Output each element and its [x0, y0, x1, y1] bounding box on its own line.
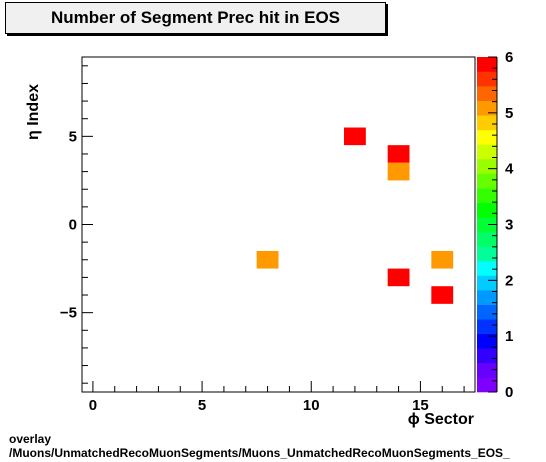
palette-swatch [477, 115, 497, 131]
palette-swatch [477, 231, 497, 247]
x-tick-label: 5 [198, 397, 206, 414]
palette-tick-label: 3 [505, 217, 513, 234]
palette-swatch [477, 333, 497, 349]
palette-swatch [477, 86, 497, 101]
palette-swatch [477, 290, 497, 305]
y-axis-label: η Index [25, 84, 42, 140]
heatmap-cells [256, 127, 454, 304]
palette-swatch [477, 362, 497, 378]
palette-swatch [477, 129, 497, 145]
axes: 0 5 10 15 −5 0 5 [60, 65, 465, 414]
title-box: Number of Segment Prec hit in EOS [5, 2, 386, 34]
heatmap-cell-2 [387, 162, 410, 181]
y-tick-label: 5 [69, 128, 77, 145]
palette-swatch [477, 158, 497, 174]
palette-swatch [477, 275, 497, 291]
palette-tick-label: 4 [505, 161, 514, 178]
chart-title: Number of Segment Prec hit in EOS [50, 8, 341, 27]
palette-swatch [477, 71, 497, 87]
color-scale: 0 1 2 3 4 5 6 [477, 49, 514, 401]
palette-swatch [477, 188, 497, 203]
y-tick-label: −5 [60, 305, 77, 322]
plot-area-border [81, 56, 476, 393]
palette-swatch [477, 144, 497, 160]
palette-swatch [477, 100, 497, 116]
footer-line-2: /Muons/UnmatchedRecoMuonSegments/Muons_U… [9, 446, 510, 460]
palette-swatch [477, 202, 497, 218]
heatmap-cell-3 [256, 250, 279, 269]
palette-tick-label: 0 [505, 384, 513, 401]
x-tick-label: 15 [412, 397, 429, 414]
x-axis-label: ϕ Sector [408, 411, 474, 428]
x-tick-label: 0 [89, 397, 97, 414]
heatmap-cell-4 [431, 250, 454, 269]
palette-swatch [477, 260, 497, 276]
x-tick-label: 10 [303, 397, 320, 414]
heatmap-cell-5 [387, 268, 410, 287]
palette-swatch [477, 319, 497, 335]
palette-tick-label: 2 [505, 272, 513, 289]
palette-tick-label: 1 [505, 328, 513, 345]
palette-swatch [477, 246, 497, 262]
palette-swatch [477, 348, 497, 364]
footer-path: overlay /Muons/UnmatchedRecoMuonSegments… [9, 432, 510, 460]
palette-swatch [477, 173, 497, 189]
palette-swatch [477, 57, 497, 72]
footer-line-1: overlay [9, 432, 52, 446]
plot-frame [81, 56, 476, 393]
heatmap-cell-6 [431, 286, 454, 304]
palette-tick-label: 6 [505, 49, 513, 66]
y-tick-label: 0 [69, 217, 77, 234]
heatmap-cell-1 [387, 145, 410, 163]
palette-swatch [477, 217, 497, 233]
palette-swatch [477, 304, 497, 320]
palette-tick-label: 5 [505, 105, 513, 122]
heatmap-cell-0 [344, 127, 366, 146]
palette-swatch [477, 377, 497, 393]
